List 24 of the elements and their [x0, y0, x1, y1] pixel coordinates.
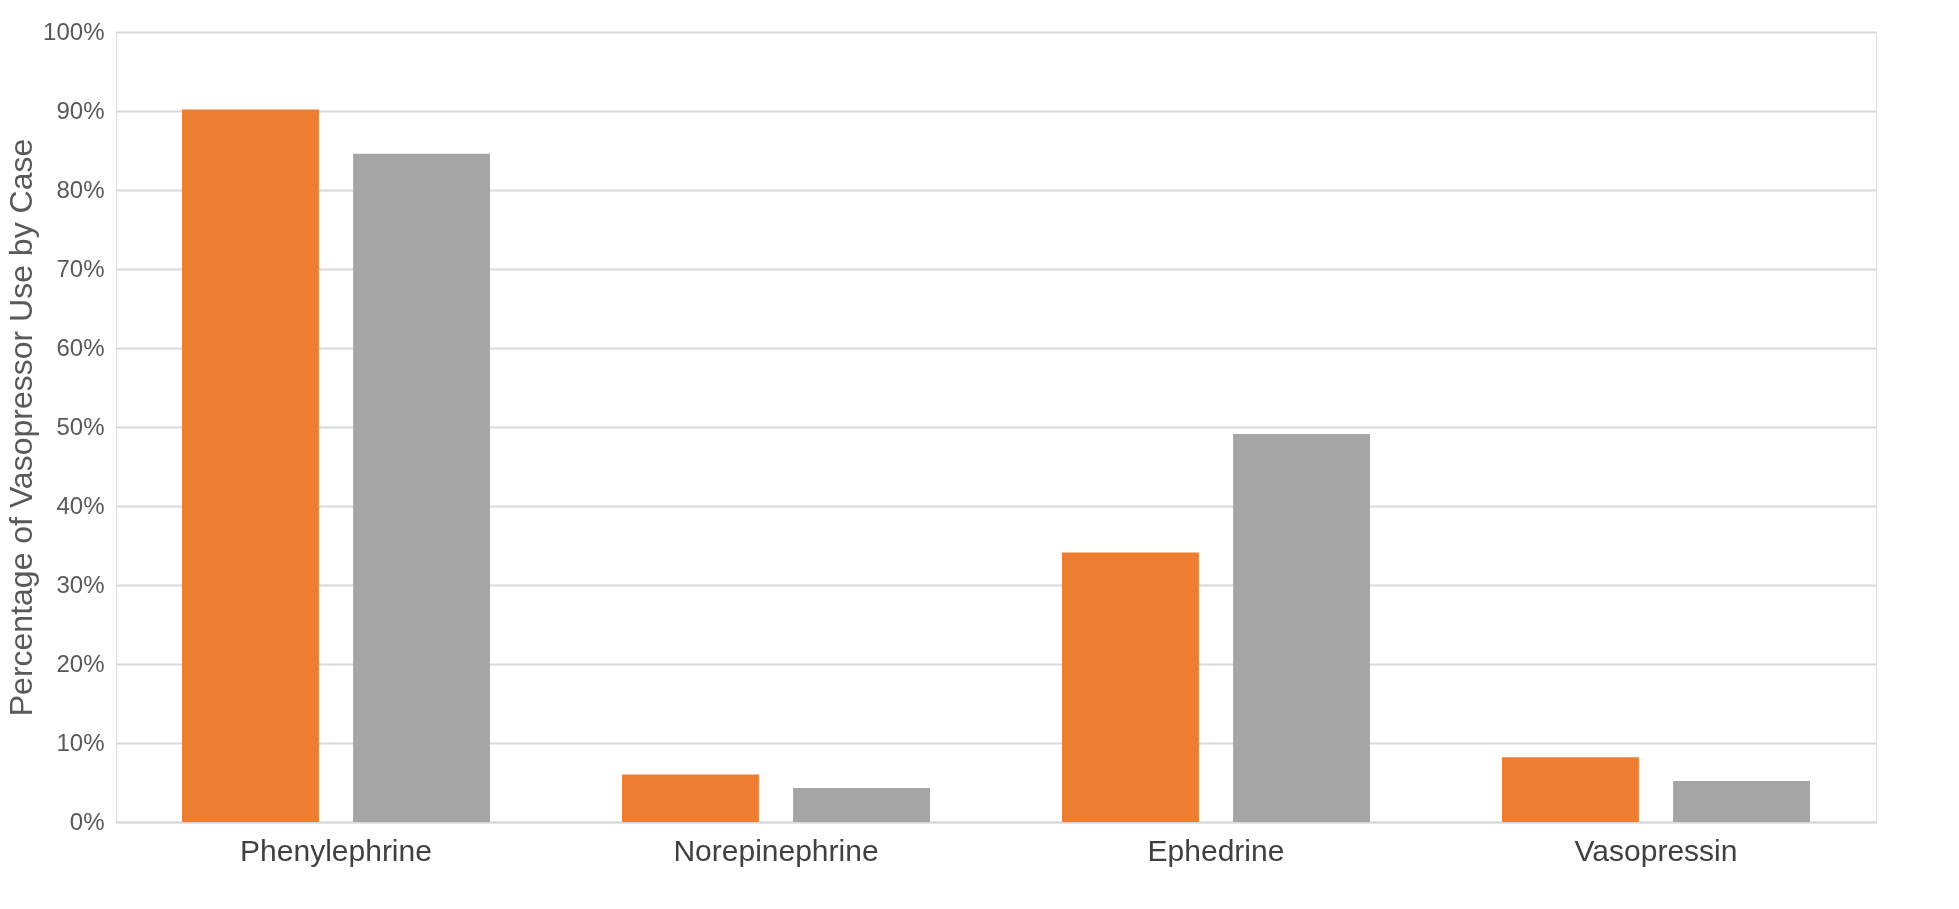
y-tick-label: 80%: [56, 175, 105, 203]
y-tick-label: 0%: [69, 807, 105, 835]
bar: [353, 153, 490, 822]
y-tick-label: 60%: [56, 333, 105, 361]
bar: [182, 109, 319, 822]
bar: [1233, 434, 1370, 822]
bar: [1673, 780, 1810, 822]
y-tick-label: 20%: [56, 649, 105, 677]
y-tick-label: 70%: [56, 254, 105, 282]
y-tick-label: 10%: [56, 728, 105, 756]
x-tick-label: Vasopressin: [1574, 833, 1738, 867]
y-axis-title: Percentage of Vasopressor Use by Case: [3, 138, 40, 717]
y-tick-label: 50%: [56, 412, 105, 440]
bar: [622, 774, 759, 822]
x-tick-label: Norepinephrine: [673, 833, 879, 867]
x-tick-label: Ephedrine: [1147, 833, 1285, 867]
y-tick-label: 100%: [43, 17, 105, 45]
y-tick-label: 30%: [56, 570, 105, 598]
x-tick-label: Phenylephrine: [240, 833, 432, 867]
y-tick-label: 40%: [56, 491, 105, 519]
y-tick-label: 90%: [56, 96, 105, 124]
bar: [1062, 552, 1199, 822]
bar: [793, 788, 930, 822]
bar: [1502, 757, 1639, 822]
